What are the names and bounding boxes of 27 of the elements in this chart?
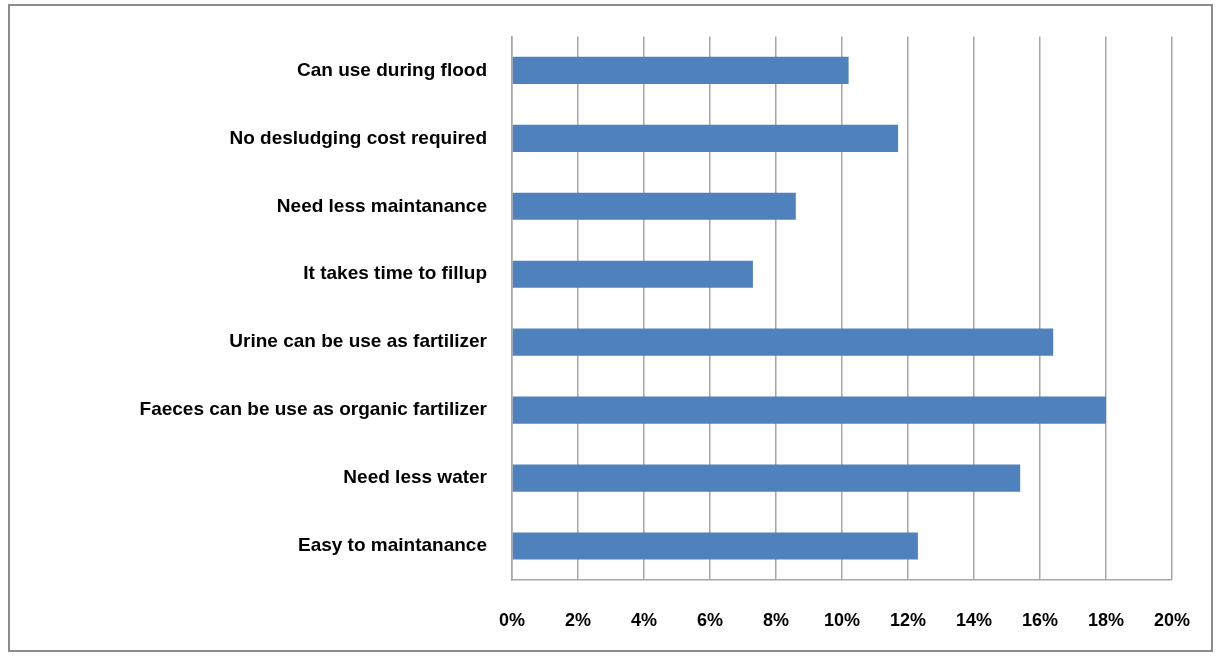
x-tick-label: 4% [630,609,658,630]
x-tick-label: 12% [889,609,927,630]
bar [512,328,1054,356]
x-tick-label: 6% [696,609,724,630]
bar [512,192,796,220]
bar [512,532,918,560]
x-tick-label: 8% [762,609,790,630]
bar [512,464,1021,492]
x-tick-label: 14% [955,609,993,630]
y-tick-label: Urine can be use as fartilizer [229,330,488,352]
y-tick-label: Easy to maintanance [297,534,487,556]
x-tick-label: 2% [564,609,592,630]
y-tick-label: No desludging cost required [229,126,487,148]
y-tick-label: Need less water [343,466,488,488]
bar [512,396,1106,424]
bar [512,56,849,84]
y-tick-label: Need less maintanance [276,194,487,216]
y-tick-label: Faeces can be use as organic fartilizer [139,398,488,420]
y-tick-label: Can use during flood [297,58,487,80]
x-tick-label: 16% [1021,609,1059,630]
bar [512,260,753,288]
x-tick-label: 18% [1087,609,1125,630]
x-tick-label: 0% [498,609,526,630]
y-tick-label: It takes time to fillup [303,262,487,284]
x-tick-label: 20% [1153,609,1191,630]
bar [512,124,899,152]
x-tick-label: 10% [823,609,861,630]
